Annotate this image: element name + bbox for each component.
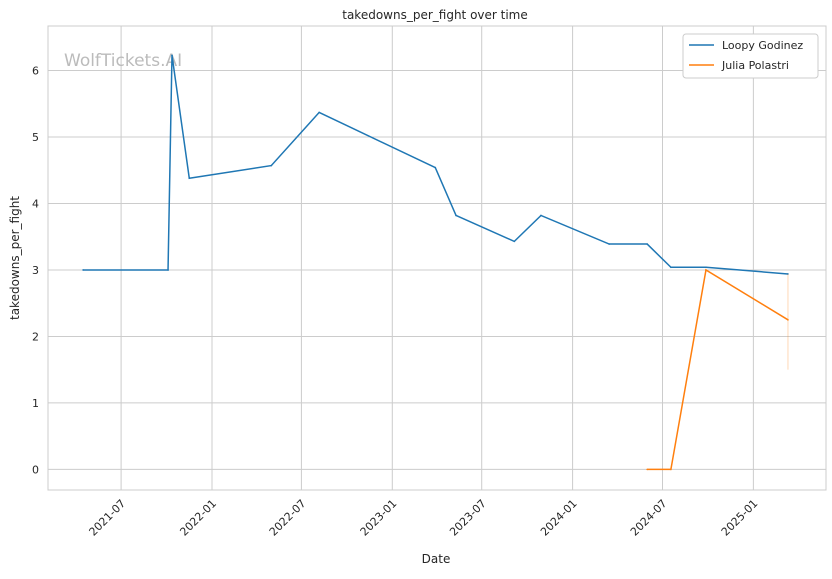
series-line-loopy-godinez <box>83 55 789 275</box>
y-tick-label: 5 <box>32 131 39 144</box>
y-tick-label: 2 <box>32 330 39 343</box>
x-tick-label: 2025-01 <box>719 497 761 539</box>
x-tick-label: 2021-07 <box>87 497 129 539</box>
data-point-loopy-godinez <box>646 243 648 245</box>
data-point-julia-polastri <box>787 319 789 321</box>
x-axis-label: Date <box>422 552 451 566</box>
data-point-loopy-godinez <box>540 214 542 217</box>
y-tick-label: 6 <box>32 65 39 78</box>
chart-title: takedowns_per_fight over time <box>342 8 528 22</box>
data-point-loopy-godinez <box>171 54 173 57</box>
data-point-loopy-godinez <box>434 166 437 169</box>
legend-label-loopy-godinez: Loopy Godinez <box>722 39 803 52</box>
y-axis-label: takedowns_per_fight <box>8 196 22 320</box>
data-point-loopy-godinez <box>318 111 320 114</box>
x-tick-label: 2023-07 <box>447 497 489 539</box>
data-point-loopy-godinez <box>705 266 707 269</box>
legend: Loopy Godinez Julia Polastri <box>682 33 819 79</box>
series-line-julia-polastri <box>647 268 789 471</box>
data-point-loopy-godinez <box>82 269 84 271</box>
y-tick-label: 3 <box>32 264 39 277</box>
x-tick-label: 2024-07 <box>628 497 670 539</box>
data-point-loopy-godinez <box>787 273 789 275</box>
data-point-loopy-godinez <box>188 177 191 180</box>
y-tick-label: 4 <box>32 197 39 210</box>
data-point-julia-polastri <box>670 468 672 471</box>
x-tick-label: 2024-01 <box>538 497 580 539</box>
data-point-loopy-godinez <box>670 266 672 269</box>
data-point-loopy-godinez <box>455 214 457 217</box>
x-tick-label: 2022-01 <box>177 497 219 539</box>
data-point-julia-polastri <box>646 468 648 471</box>
y-tick-label: 1 <box>32 397 39 410</box>
y-tick-label: 0 <box>32 463 39 476</box>
x-tick-label: 2022-07 <box>267 497 309 539</box>
plot-frame <box>47 25 827 491</box>
data-point-loopy-godinez <box>513 240 516 243</box>
data-point-loopy-godinez <box>608 243 610 245</box>
data-point-loopy-godinez <box>270 164 273 167</box>
legend-label-julia-polastri: Julia Polastri <box>721 59 789 72</box>
data-point-julia-polastri <box>705 269 707 271</box>
x-tick-label: 2023-01 <box>358 497 400 539</box>
watermark: WolfTickets.AI <box>64 51 182 71</box>
data-point-loopy-godinez <box>167 269 169 271</box>
